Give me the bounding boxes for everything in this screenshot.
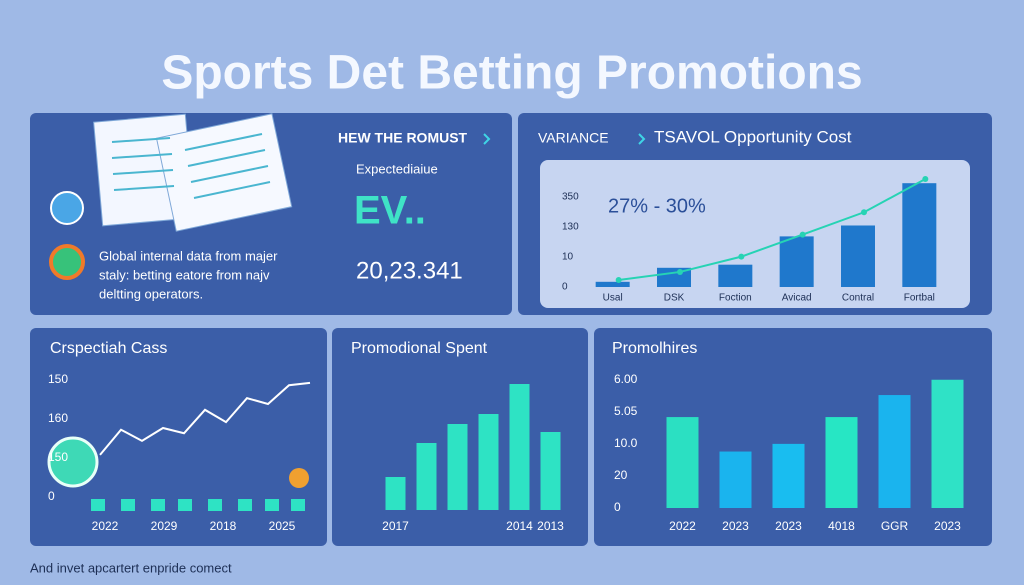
line-point: [922, 176, 929, 183]
bar: [931, 379, 964, 508]
x-tick-label: 2018: [210, 519, 237, 533]
note: Global internal data from majer: [99, 248, 278, 263]
marker-row: [91, 499, 305, 511]
bar: [825, 417, 858, 508]
bar: [779, 236, 814, 287]
bar: [385, 477, 406, 510]
x-tick-label: 2022: [669, 519, 696, 533]
y-tick-label: 0: [48, 489, 55, 503]
bar: [666, 417, 699, 508]
y-tick-label: 6.00: [614, 372, 638, 386]
footer: And invet apcartert enpride comect: [30, 560, 232, 575]
x-tick-label: 2023: [722, 519, 749, 533]
x-tick-label: 4018: [828, 519, 855, 533]
y-tick-label: 20: [614, 468, 628, 482]
line: [618, 178, 926, 281]
line: [99, 381, 311, 456]
x-tick-label: 2013: [537, 519, 564, 533]
bar: [595, 281, 630, 287]
y-tick-label: 10: [562, 252, 574, 263]
chart-title: Promodional Spent: [351, 340, 488, 357]
x-tick-label: Avicad: [782, 293, 812, 304]
y-tick-label: 5.05: [614, 404, 638, 418]
x-tick-label: DSK: [664, 293, 685, 304]
y-tick-label: 10.0: [614, 436, 638, 450]
chart-title: Promolhires: [612, 340, 697, 357]
x-tick-label: 2029: [151, 519, 178, 533]
y-tick-label: 0: [562, 282, 568, 293]
annotation: 27% - 30%: [608, 195, 706, 217]
x-tick-label: 2017: [382, 519, 409, 533]
x-tick-label: Fortbal: [904, 293, 935, 304]
documents-icon: [93, 113, 293, 232]
x-tick-label: Foction: [719, 293, 752, 304]
bar: [718, 264, 753, 287]
bar: [478, 414, 499, 510]
panel: [30, 328, 327, 546]
y-tick-label: 150: [48, 450, 68, 464]
x-tick-label: 2023: [775, 519, 802, 533]
x-tick-label: 2023: [934, 519, 961, 533]
x-tick-label: Usal: [603, 293, 623, 304]
chart-title: Crspectiah Cass: [50, 340, 167, 357]
bar: [540, 432, 561, 510]
ball-icon: [50, 191, 84, 225]
line-point: [861, 209, 867, 216]
chevron: [638, 133, 646, 145]
line-point: [677, 268, 683, 275]
x-tick-label: 2014: [506, 519, 533, 533]
note: staly: betting eatore from najv: [99, 267, 270, 282]
line-point: [799, 231, 806, 238]
x-tick-label: Contral: [842, 293, 874, 304]
ev-label: Expectediaiue: [356, 161, 438, 176]
bar: [719, 451, 752, 508]
y-tick-label: 150: [48, 372, 68, 386]
bar: [509, 384, 530, 510]
ev-number: 20,23.341: [356, 257, 463, 284]
panel-subtitle: TSAVOL Opportunity Cost: [654, 127, 852, 146]
y-tick-label: 350: [562, 192, 579, 203]
bar: [841, 225, 875, 287]
note: deltting operators.: [99, 286, 203, 301]
y-tick-label: 160: [48, 411, 68, 425]
y-tick-label: 130: [562, 222, 579, 233]
bar: [878, 395, 911, 508]
y-tick-label: 0: [614, 500, 621, 514]
bar: [902, 183, 937, 287]
title: Sports Det Betting Promotions: [161, 47, 862, 100]
ball-icon: [47, 436, 99, 488]
chevron: [483, 133, 491, 145]
panel-heading: HEW THE ROMUST: [338, 130, 468, 146]
bar: [447, 424, 468, 510]
ev-big: EV..: [354, 189, 426, 233]
x-tick-label: 2022: [92, 519, 119, 533]
x-tick-label: 2025: [269, 519, 296, 533]
ball-icon: [49, 244, 85, 280]
bar: [416, 443, 437, 510]
bar: [772, 443, 805, 508]
panel-heading: VARIANCE: [538, 130, 609, 146]
ball-icon: [289, 468, 309, 488]
line-point: [615, 276, 622, 283]
x-tick-label: GGR: [881, 519, 909, 533]
line-point: [738, 253, 745, 260]
